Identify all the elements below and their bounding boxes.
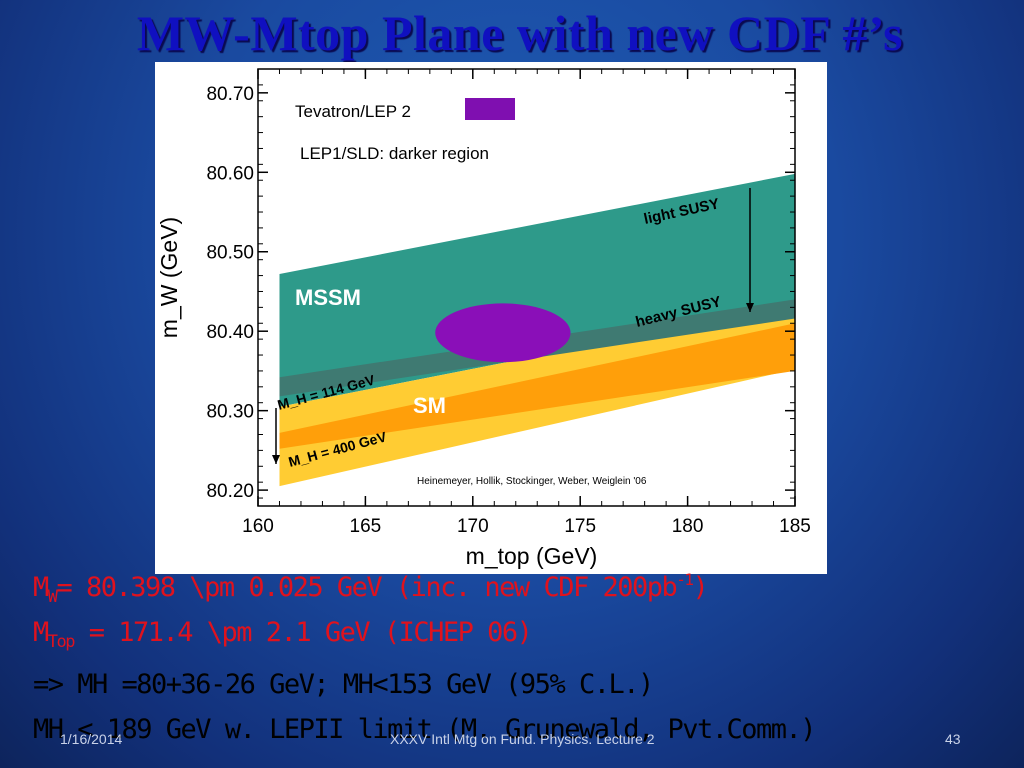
- footer-date: 1/16/2014: [60, 731, 123, 747]
- mh-limit-line: MH < 189 GeV w. LEPII limit (M. Grunewal…: [33, 714, 817, 745]
- label-sm: SM: [413, 393, 446, 418]
- mw-sup: -1: [676, 570, 694, 589]
- legend-swatch-tevatron: [465, 98, 515, 120]
- tevatron-lep2-ellipse: [435, 303, 571, 363]
- y-tick-label: 80.40: [206, 322, 254, 343]
- label-mssm: MSSM: [295, 285, 361, 310]
- mtop-sub: Top: [47, 632, 76, 652]
- mw-sub: W: [47, 587, 58, 607]
- slide-title: MW-Mtop Plane with new CDF #’s: [136, 5, 904, 61]
- mssm-region: [279, 173, 795, 407]
- mw-line: MW= 80.398 \pm 0.025 GeV (inc. new CDF 2…: [33, 570, 709, 607]
- mw-suffix: ): [692, 572, 709, 603]
- legend-label-lep1: LEP1/SLD: darker region: [300, 144, 489, 163]
- y-tick-label: 80.20: [206, 481, 254, 502]
- mtop-line: MTop = 171.4 \pm 2.1 GeV (ICHEP 06): [33, 617, 533, 652]
- y-tick-label: 80.30: [206, 402, 254, 423]
- x-tick-label: 170: [457, 516, 489, 537]
- chart-panel: 160 165 170 175 180 185 80.20 80.30 80.40 80.50 80…: [155, 62, 827, 574]
- x-tick-label: 175: [564, 516, 596, 537]
- sm-lep1-region: [279, 323, 795, 449]
- y-tick-label: 80.60: [206, 163, 254, 184]
- arrow-mh-head: [272, 455, 280, 464]
- x-tick-label: 185: [779, 516, 811, 537]
- y-axis-label: m_W (GeV): [156, 217, 182, 338]
- x-tick-label: 180: [672, 516, 704, 537]
- x-tick-label: 165: [350, 516, 382, 537]
- legend-label-tevatron: Tevatron/LEP 2: [295, 102, 411, 121]
- y-tick-label: 80.70: [206, 84, 254, 105]
- x-axis-label: m_top (GeV): [466, 543, 598, 569]
- y-tick-label: 80.50: [206, 243, 254, 264]
- mw-text: = 80.398 \pm 0.025 GeV (inc. new CDF 200…: [56, 572, 678, 603]
- footer-page-number: 43: [945, 731, 961, 747]
- plot-frame: [257, 68, 796, 507]
- mh-result-line: => MH =80+36-26 GeV; MH<153 GeV (95% C.L…: [33, 669, 654, 700]
- mw-prefix: M: [33, 572, 49, 603]
- mtop-prefix: M: [33, 617, 49, 648]
- footer-center: XXXV Intl Mtg on Fund. Physics. Lecture …: [390, 731, 655, 747]
- mtop-text: = 171.4 \pm 2.1 GeV (ICHEP 06): [73, 617, 533, 648]
- chart-svg: 160 165 170 175 180 185 80.20 80.30 80.40 80.50 80…: [155, 62, 827, 574]
- x-tick-label: 160: [242, 516, 274, 537]
- arrow-susy-head: [746, 303, 754, 312]
- credit-label: Heinemeyer, Hollik, Stockinger, Weber, W…: [417, 476, 647, 487]
